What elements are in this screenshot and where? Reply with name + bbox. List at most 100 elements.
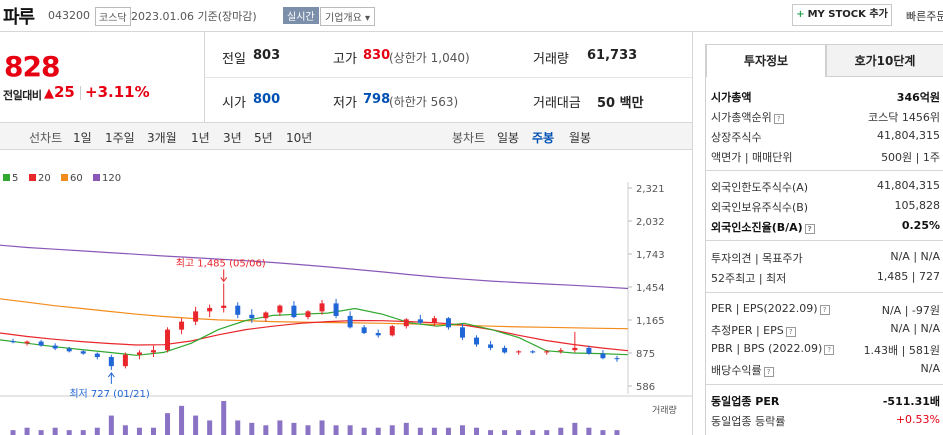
- tab-monthly[interactable]: 월봉: [569, 131, 592, 145]
- volume-bar: [333, 425, 339, 435]
- candle-body: [600, 353, 606, 359]
- panel-row-label: 시가총액: [711, 91, 752, 104]
- volume-bar: [516, 430, 522, 435]
- candle-body: [445, 318, 451, 328]
- help-icon[interactable]: ?: [763, 367, 774, 377]
- tab-10y[interactable]: 10년: [286, 131, 313, 145]
- quick-order-link[interactable]: 빠른주문: [906, 10, 943, 23]
- volume-bar: [179, 405, 185, 435]
- tab-3m[interactable]: 3개월: [147, 131, 177, 145]
- stock-code: 043200: [48, 9, 90, 22]
- panel-row-value: 346억원: [896, 91, 940, 104]
- panel-row-value: 105,828: [894, 199, 941, 212]
- volume-bar: [150, 427, 156, 435]
- panel-row-value: N/A | N/A: [890, 322, 940, 335]
- chart-period-tabs: 선차트 1일 1주일 3개월 1년 3년 5년 10년 봉차트 일봉 주봉 월봉: [0, 122, 692, 150]
- amount-value: 50 백만: [597, 96, 644, 111]
- tab-daily[interactable]: 일봉: [497, 131, 520, 145]
- panel-row-label: 상장주식수: [711, 131, 762, 144]
- legend-label: 120: [102, 173, 121, 184]
- candle-body: [544, 351, 550, 353]
- panel-row-label: 52주최고 | 최저: [711, 272, 787, 285]
- volume-bar: [52, 427, 58, 435]
- help-icon[interactable]: ?: [785, 327, 796, 337]
- divider: [706, 170, 943, 171]
- volume-bar: [445, 427, 451, 435]
- panel-row-label: 추정PER | EPS?: [711, 322, 796, 338]
- candle-body: [333, 303, 339, 316]
- candle-body: [221, 305, 227, 308]
- panel-row-value: 0.25%: [901, 219, 940, 232]
- volume-bar: [488, 430, 494, 435]
- ma20-line: [0, 319, 629, 352]
- prev-close-label: 전일: [222, 52, 246, 67]
- candle-body: [38, 341, 44, 346]
- divider: [205, 77, 692, 78]
- legend-swatch: [61, 174, 68, 181]
- volume-bar: [389, 425, 395, 435]
- tab-investment-info[interactable]: 투자정보: [706, 44, 826, 77]
- help-icon[interactable]: ?: [773, 114, 784, 124]
- help-icon[interactable]: ?: [819, 305, 830, 315]
- candle-body: [572, 347, 578, 351]
- change-label: 전일대비: [3, 89, 42, 102]
- investment-info-panel: [705, 44, 943, 435]
- current-price: 828: [4, 50, 60, 83]
- legend-swatch: [29, 174, 36, 181]
- realtime-button[interactable]: 실시간: [283, 7, 319, 24]
- y-tick-label: 1,165: [636, 316, 665, 327]
- candle-body: [80, 351, 86, 354]
- divider: [706, 240, 943, 241]
- divider: [80, 86, 81, 100]
- divider: [204, 32, 205, 122]
- y-tick-label: 1,743: [636, 250, 665, 261]
- panel-row-label: 외국인보유주식수(B): [711, 201, 809, 214]
- tab-weekly[interactable]: 주봉: [532, 131, 555, 145]
- volume-bar: [136, 427, 142, 435]
- panel-row-label: 액면가 | 매매단위: [711, 151, 793, 164]
- legend-label: 60: [70, 173, 83, 184]
- candle-body: [502, 347, 508, 353]
- divider: [706, 292, 943, 293]
- volume-bar: [249, 422, 255, 435]
- panel-row-label: 시가총액순위?: [711, 109, 784, 125]
- volume-bar: [319, 420, 325, 435]
- tab-1y[interactable]: 1년: [191, 131, 210, 145]
- candle-body: [165, 329, 171, 351]
- legend-swatch: [93, 174, 100, 181]
- company-overview-dropdown[interactable]: 기업개요 ▾: [320, 7, 376, 26]
- candle-body: [122, 354, 128, 367]
- tab-1d[interactable]: 1일: [73, 131, 92, 145]
- y-tick-label: 1,454: [636, 283, 665, 294]
- candle-body: [108, 357, 114, 367]
- volume-bar: [291, 422, 297, 435]
- tab-5y[interactable]: 5년: [254, 131, 273, 145]
- add-mystock-button[interactable]: + MY STOCK 추가: [792, 4, 892, 26]
- candle-body: [52, 345, 58, 349]
- help-icon[interactable]: ?: [824, 345, 835, 355]
- market-badge: 코스닥: [95, 7, 131, 26]
- volume-bar: [277, 420, 283, 435]
- tab-1w[interactable]: 1주일: [105, 131, 135, 145]
- legend-swatch: [3, 174, 10, 181]
- candle-body: [235, 305, 241, 315]
- panel-row-value: N/A | N/A: [890, 250, 940, 263]
- line-chart-label: 선차트: [29, 131, 63, 145]
- volume-bar: [193, 415, 199, 435]
- volume-bar: [207, 420, 213, 435]
- volume-bar: [305, 425, 311, 435]
- candle-body: [291, 305, 297, 318]
- tab-3y[interactable]: 3년: [223, 131, 242, 145]
- stock-header: 파루 043200 코스닥 2023.01.06 기준(장마감) 실시간 기업개…: [0, 0, 943, 32]
- candle-body: [375, 333, 381, 336]
- panel-row-value: N/A | -97원: [881, 304, 940, 317]
- panel-row-value: 1.43배 | 581원: [863, 344, 940, 357]
- candle-body: [488, 344, 494, 348]
- open-value: 800: [253, 92, 281, 107]
- y-tick-label: 586: [636, 382, 655, 393]
- candle-chart-label: 봉차트: [452, 131, 486, 145]
- volume-bar: [417, 427, 423, 435]
- candle-body: [319, 303, 325, 312]
- help-icon[interactable]: ?: [804, 224, 815, 234]
- tab-order-book[interactable]: 호가10단계: [826, 44, 943, 77]
